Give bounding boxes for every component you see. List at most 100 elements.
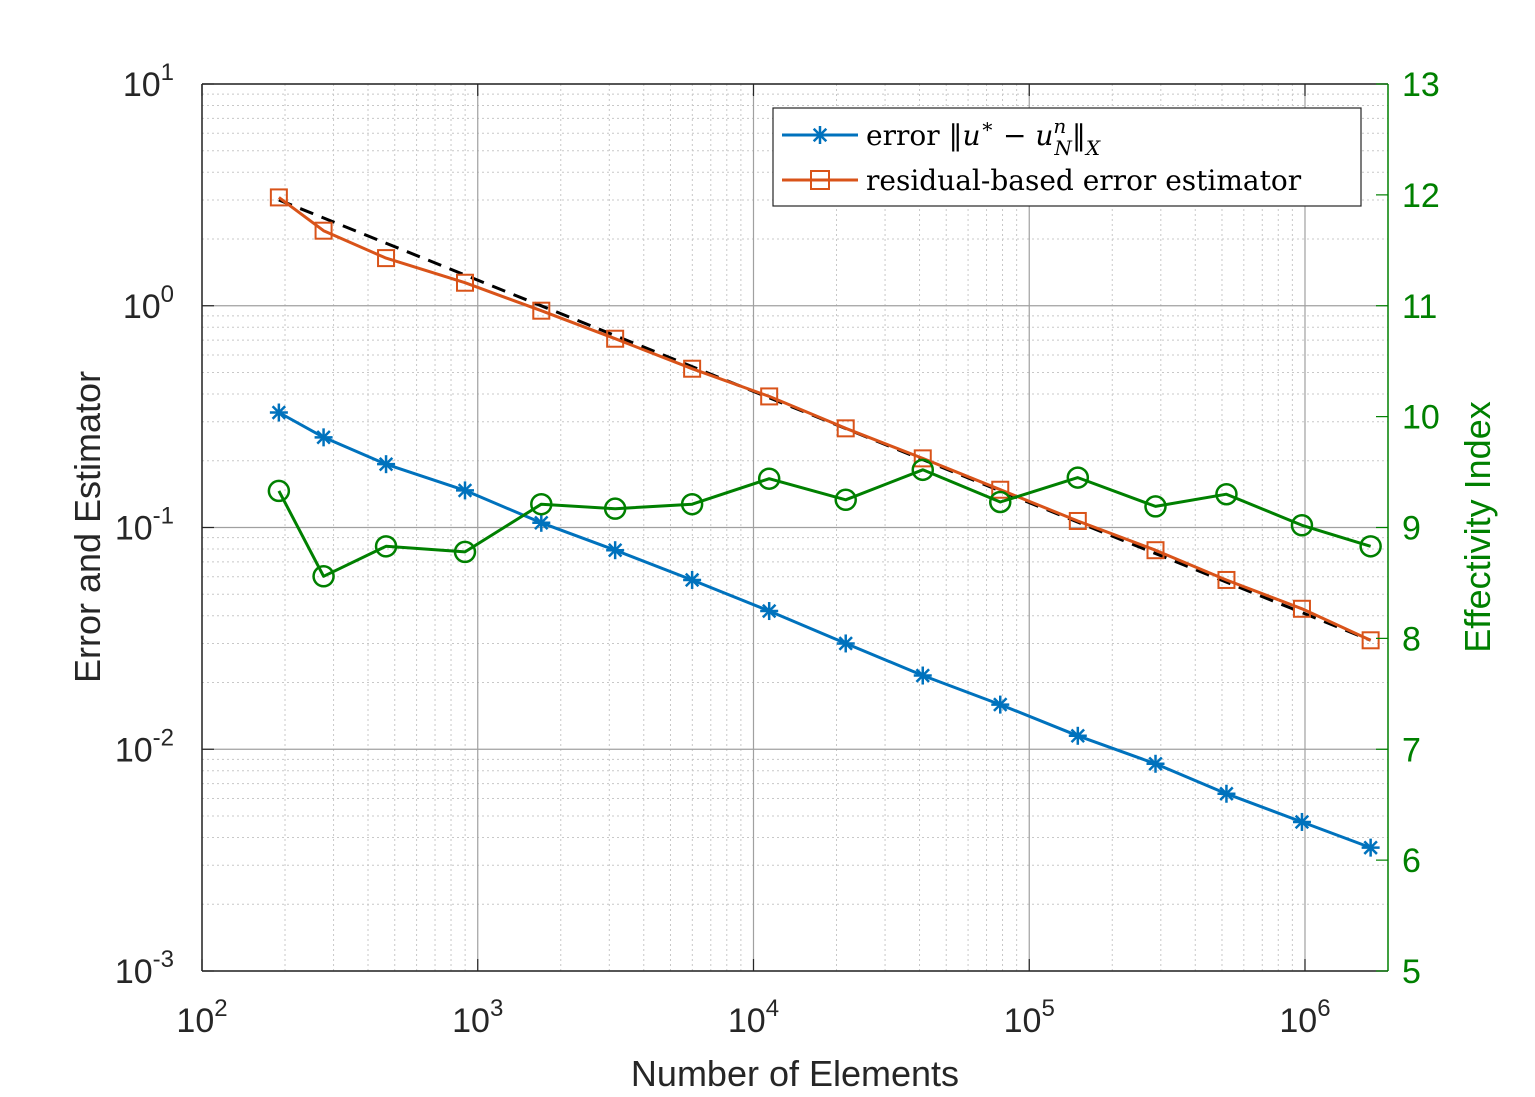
marker-stroke [762,603,777,619]
y-right-tick-label: 8 [1402,620,1421,658]
y-left-tick-label: 101 [123,59,174,104]
series-line-0 [278,411,1372,850]
data-point-circle [1144,495,1167,518]
y-right-tick-label: 13 [1402,66,1440,104]
y-tick-base: 10 [123,66,161,104]
x-tick-label: 104 [728,995,779,1040]
y-left-tick-label: 10-1 [115,503,174,548]
data-point-square [683,359,702,378]
data-point-circle [911,458,935,482]
data-point-circle [312,565,335,588]
y-tick-base: 10 [115,731,153,769]
legend: error ‖u∗ − un N‖X residual-based error e… [772,107,1362,207]
x-tick-exp: 3 [490,995,503,1022]
data-point-circle [603,497,627,520]
data-point-circle [1215,482,1238,506]
y-tick-base: 10 [123,288,161,326]
series-line-1 [278,196,1372,642]
y-left-tick-label: 10-2 [115,724,174,769]
y-right-tick-label: 6 [1402,842,1421,880]
x-tick-exp: 6 [1317,995,1330,1022]
y-right-tick-label: 11 [1402,288,1437,326]
marker-stroke [684,572,700,588]
y-tick-base: 10 [115,953,153,991]
data-point-asterisk [836,634,855,653]
marker-stroke [457,483,473,498]
marker-stroke [316,430,331,445]
x-tick-exp: 4 [766,995,779,1022]
y-right-tick-label: 10 [1402,399,1440,437]
marker-stroke [378,456,394,472]
data-point-asterisk [377,455,396,474]
y-tick-exp: -3 [153,946,174,973]
y-tick-exp: -1 [153,503,174,530]
x-axis-label: Number of Elements [631,1053,959,1094]
marker-stroke [1148,756,1163,771]
y-tick-exp: 0 [161,281,174,308]
y-right-tick-label: 12 [1402,177,1440,215]
legend-error-norm: ‖u [948,119,980,152]
legend-label-estimator: residual-based error estimator [866,164,1302,197]
data-point-circle [453,540,477,564]
data-point-square [1361,631,1380,650]
x-tick-base: 10 [176,1002,214,1040]
legend-error-close: ‖ [1072,119,1086,152]
x-tick-label: 102 [176,995,227,1040]
data-point-asterisk [269,403,288,422]
data-point-circle [267,479,291,503]
y-left-tick-label: 10-3 [115,946,174,991]
y-right-tick-label: 9 [1402,510,1421,548]
data-point-asterisk [606,541,625,560]
marker-stroke [1070,728,1085,743]
legend-error-minus: − u [994,119,1053,152]
marker-stroke [812,127,828,143]
marker-stroke [915,668,930,683]
data-point-square [606,329,625,348]
x-tick-base: 10 [452,1002,490,1040]
data-point-square [377,249,396,268]
data-point-square [913,449,932,468]
data-point-asterisk [1292,812,1311,831]
data-point-asterisk [1361,838,1380,857]
ticks-layer: 102 103 104 105 10610-310-210-11001015678910… [115,59,1440,1040]
data-point-asterisk [314,428,333,447]
legend-error-X: X [1084,136,1101,160]
legend-error-star: ∗ [981,114,995,138]
data-point-asterisk [1068,726,1087,745]
data-point-square [1146,541,1165,560]
marker-stroke [838,636,853,651]
data-point-asterisk [991,695,1010,714]
legend-entry-estimator: residual-based error estimator [782,164,1302,197]
marker-stroke [607,543,623,558]
marker-stroke [271,405,287,420]
y-tick-exp: -2 [153,724,174,751]
x-tick-base: 10 [1279,1002,1317,1040]
legend-error-word: error [866,119,948,152]
legend-marker-square [810,170,830,190]
legend-marker-asterisk [811,126,829,144]
x-tick-label: 106 [1279,995,1330,1040]
data-point-square [455,273,474,292]
data-point-circle [757,467,781,490]
data-point-square [760,387,779,406]
marker-stroke [534,515,549,530]
data-point-asterisk [760,602,779,621]
data-point-asterisk [532,513,551,532]
data-point-square [991,480,1010,499]
y-left-axis-label: Error and Estimator [67,371,108,683]
y-right-tick-label: 7 [1402,731,1421,769]
y-left-tick-label: 100 [123,281,174,326]
data-point-circle [989,490,1012,514]
data-point-asterisk [455,481,474,500]
legend-entry-error: error ‖u∗ − un N‖X [782,114,1101,160]
marker-stroke [1294,814,1310,830]
data-point-square [1068,511,1087,530]
data-point-circle [1066,466,1090,489]
x-tick-exp: 5 [1041,995,1054,1022]
data-point-asterisk [1217,784,1236,803]
data-point-circle [680,492,704,516]
data-point-square [1292,599,1311,618]
data-point-square [836,419,855,438]
data-point-circle [1359,535,1382,558]
